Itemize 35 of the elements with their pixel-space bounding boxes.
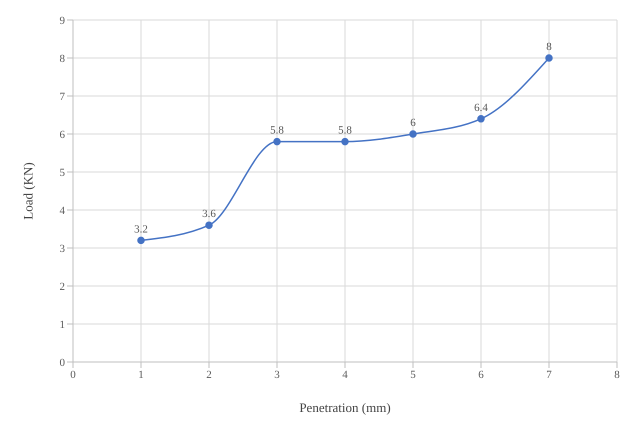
y-tick-label: 0	[60, 356, 66, 369]
point	[477, 115, 485, 123]
point	[273, 138, 281, 146]
x-tick-label: 8	[614, 368, 620, 381]
y-tick-label: 3	[60, 242, 66, 255]
x-tick-label: 4	[342, 368, 348, 381]
data-label: 3.6	[202, 208, 216, 220]
data-label: 6.4	[474, 102, 488, 114]
x-tick-label: 2	[206, 368, 212, 381]
x-tick-label: 0	[70, 368, 76, 381]
point	[205, 221, 213, 229]
y-tick-label: 6	[60, 128, 66, 141]
y-tick-label: 9	[60, 14, 66, 27]
x-tick-label: 5	[410, 368, 416, 381]
point	[341, 138, 349, 146]
x-axis-title: Penetration (mm)	[299, 400, 391, 415]
x-tick-label: 7	[546, 368, 552, 381]
data-label: 3.2	[134, 223, 148, 236]
x-tick-label: 1	[138, 368, 144, 381]
y-tick-label: 1	[60, 318, 65, 331]
data-label: 6	[410, 117, 416, 129]
point	[409, 130, 417, 138]
y-tick-label: 7	[60, 90, 66, 103]
x-tick-label: 6	[478, 368, 484, 381]
y-tick-label: 2	[60, 280, 65, 293]
y-tick-label: 4	[60, 204, 66, 217]
data-label: 5.8	[338, 124, 352, 137]
data-label: 8	[546, 41, 552, 53]
y-tick-label: 8	[60, 52, 66, 65]
x-tick-label: 3	[274, 368, 280, 381]
point	[137, 236, 145, 244]
y-tick-label: 5	[60, 166, 66, 179]
y-axis-title: Load (KN)	[20, 162, 36, 220]
data-label: 5.8	[270, 124, 284, 137]
point	[545, 54, 553, 62]
